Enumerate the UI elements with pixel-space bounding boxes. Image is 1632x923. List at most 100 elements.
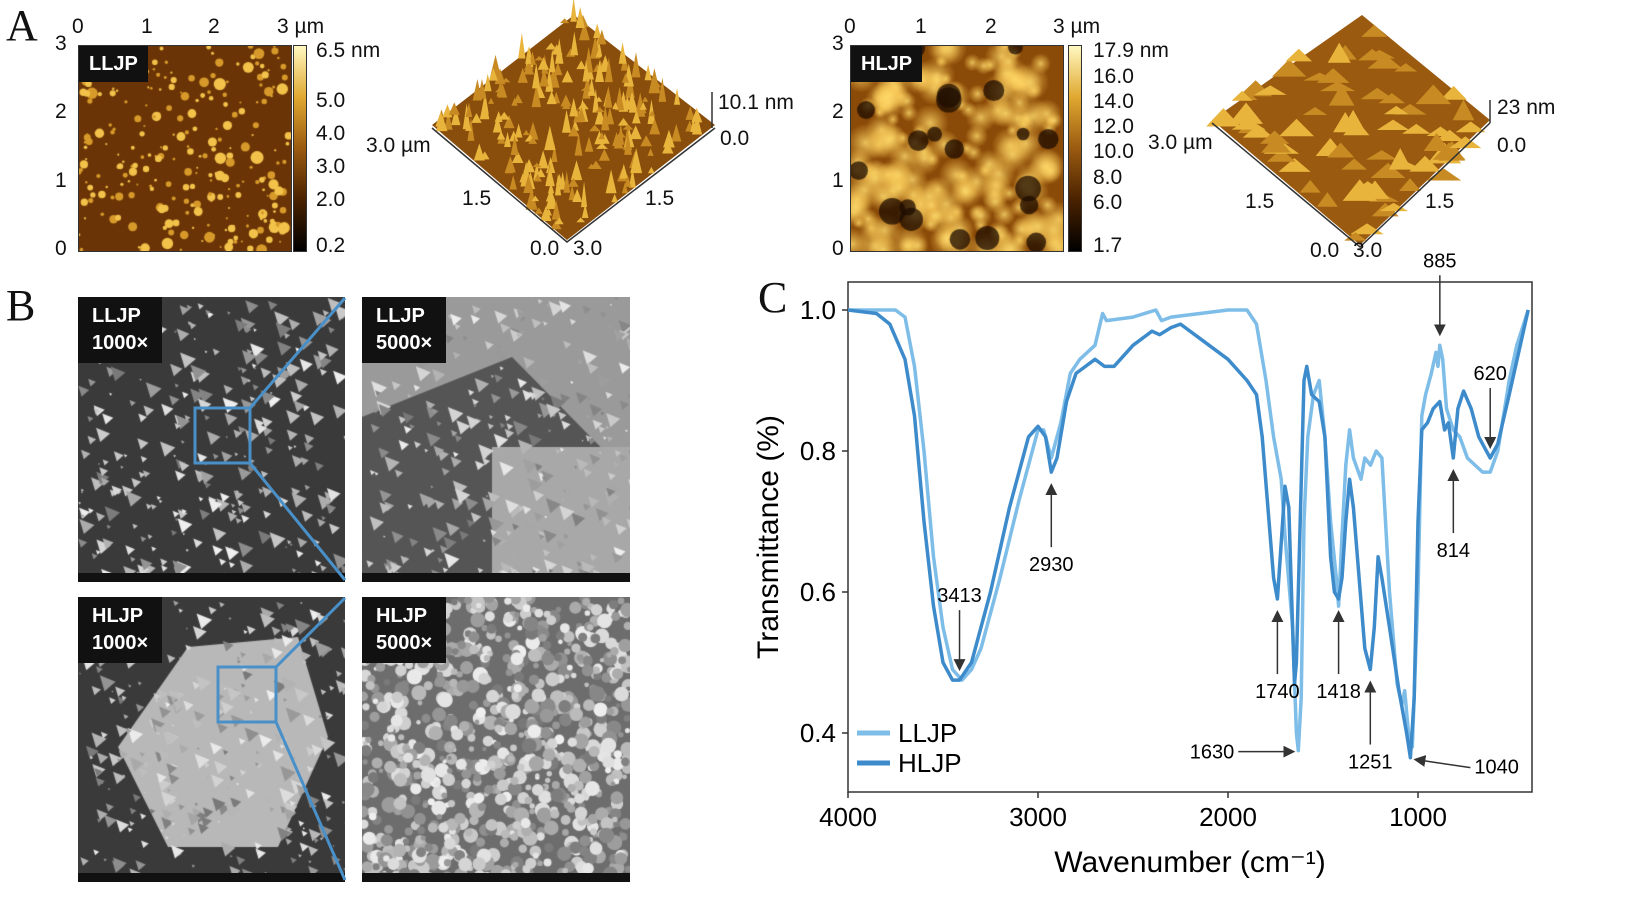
afm-3d-peak	[1231, 90, 1253, 101]
peak-label: 1740	[1255, 681, 1300, 703]
afm-3d-peak	[597, 29, 607, 45]
afm-3d-peak	[519, 173, 527, 183]
afm-3d-peak	[488, 97, 495, 104]
afm-3d-peak	[647, 166, 655, 174]
afm-3d-peak	[435, 111, 447, 127]
afm0-ytick: 0	[55, 237, 67, 260]
sem-zoom-indicators	[193, 297, 347, 881]
plot-frame	[847, 281, 1533, 793]
afm-3d-peak	[555, 173, 564, 185]
sem-image-lljp-1000x: LLJP 1000×	[78, 297, 345, 582]
afm-3d-peak	[1455, 121, 1486, 133]
sem-info-bar	[362, 873, 630, 882]
sem-tag: LLJP 1000×	[78, 297, 163, 363]
afm-3d-peak	[444, 110, 453, 130]
afm-3d-peak	[1379, 202, 1409, 212]
legend-label: LLJP	[898, 718, 957, 748]
afm-3d-peak	[589, 124, 601, 132]
afm-3d-peak	[1367, 54, 1403, 69]
afm-3d-peak	[534, 207, 543, 214]
afm-3d-peak	[465, 102, 473, 117]
afm1-xtick: 2	[985, 15, 997, 38]
afm-3d-peak	[523, 62, 534, 71]
afm-3d-peak	[692, 114, 703, 135]
afm-3d-peak	[518, 32, 526, 59]
afm-3d-peak	[604, 85, 613, 108]
afm-3d-peak	[1402, 123, 1431, 134]
afm1-xtick: 3 µm	[1053, 15, 1101, 38]
afm-3d-peak	[471, 113, 482, 123]
afm-3d-peak	[1316, 192, 1338, 207]
afm-3d-peak	[598, 148, 611, 161]
afm-3d-peak	[572, 188, 583, 203]
afm-3d-peak	[1266, 149, 1296, 162]
afm-3d-peak	[575, 6, 585, 29]
afm3d1-label: 0.0	[1310, 239, 1340, 262]
sem-image-hljp-5000x: HLJP 5000×	[362, 597, 630, 882]
afm-3d-peak	[525, 46, 532, 64]
afm-3d-peak	[648, 110, 656, 117]
afm3d1-label: 0.0	[1497, 134, 1527, 157]
afm3d0-label: 1.5	[645, 187, 675, 210]
x-tick-label: 4000	[819, 802, 877, 832]
afm-3d-peak	[563, 170, 571, 193]
afm1-ytick: 2	[832, 100, 844, 123]
afm0-ytick: 3	[55, 32, 67, 55]
cbar1-tick: 8.0	[1093, 166, 1123, 189]
colorbar-hljp	[1068, 45, 1082, 252]
afm-3d-peak	[630, 148, 643, 174]
afm-3d-peak	[639, 102, 647, 110]
afm-3d-peak	[629, 125, 642, 140]
afm-3d-peak	[631, 52, 641, 78]
afm-3d-axes-lljp	[431, 127, 716, 243]
afm-3d-peak	[559, 18, 570, 24]
peak-label: 1418	[1316, 681, 1361, 703]
afm-3d-peak	[1206, 108, 1241, 127]
afm-3d-peak	[540, 206, 552, 222]
afm-3d-peak	[1389, 147, 1412, 170]
afm-3d-peak	[551, 200, 561, 220]
peak-label: 3413	[937, 585, 982, 607]
afm3d0-label: 3.0 µm	[366, 134, 431, 157]
sem-tag: HLJP 5000×	[362, 597, 447, 663]
cbar1-tick: 1.7	[1093, 234, 1123, 257]
afm3d0-label: 10.1 nm	[718, 91, 794, 114]
afm-3d-peak	[559, 171, 567, 190]
afm-3d-peak	[617, 117, 629, 126]
afm-3d-peak	[1449, 136, 1482, 149]
peak-label: 2930	[1029, 554, 1074, 576]
afm1-xtick: 0	[844, 15, 856, 38]
afm-3d-peak	[451, 107, 461, 126]
afm-3d-peak	[595, 59, 605, 82]
afm-3d-peak	[1302, 107, 1328, 116]
afm-3d-peak	[582, 59, 590, 82]
afm-3d-peak	[483, 73, 492, 92]
afm-3d-peak	[649, 118, 661, 135]
legend-label: HLJP	[898, 748, 962, 778]
afm1-ytick: 3	[832, 32, 844, 55]
afm-3d-peak	[511, 151, 524, 163]
afm-3d-peak	[576, 217, 586, 223]
afm-3d-peak	[592, 88, 600, 113]
afm-3d-peak	[1279, 118, 1315, 137]
sem-info-bar	[362, 573, 630, 582]
afm-3d-peak	[1299, 179, 1321, 193]
sem-magnification: 5000×	[376, 332, 433, 354]
sem-info-bar	[78, 573, 345, 582]
afm-3d-peak	[472, 78, 483, 101]
afm-3d-peak	[1316, 68, 1350, 83]
afm-3d-peak	[1415, 84, 1452, 105]
afm-3d-peak	[624, 131, 632, 155]
afm-3d-peak	[1254, 85, 1287, 95]
afm-3d-peak	[615, 86, 625, 111]
afm3d1-label: 1.5	[1425, 190, 1455, 213]
afm-3d-peak	[498, 111, 510, 120]
afm-3d-peak	[1351, 181, 1385, 193]
afm-3d-peak	[517, 67, 528, 83]
afm3d1-label: 23 nm	[1497, 96, 1556, 119]
afm-3d-peak	[595, 48, 602, 58]
afm-3d-axes-hljp	[1211, 122, 1491, 249]
peak-arrow	[1413, 755, 1471, 769]
afm-3d-peak	[1341, 158, 1368, 170]
afm0-xtick: 0	[72, 15, 84, 38]
